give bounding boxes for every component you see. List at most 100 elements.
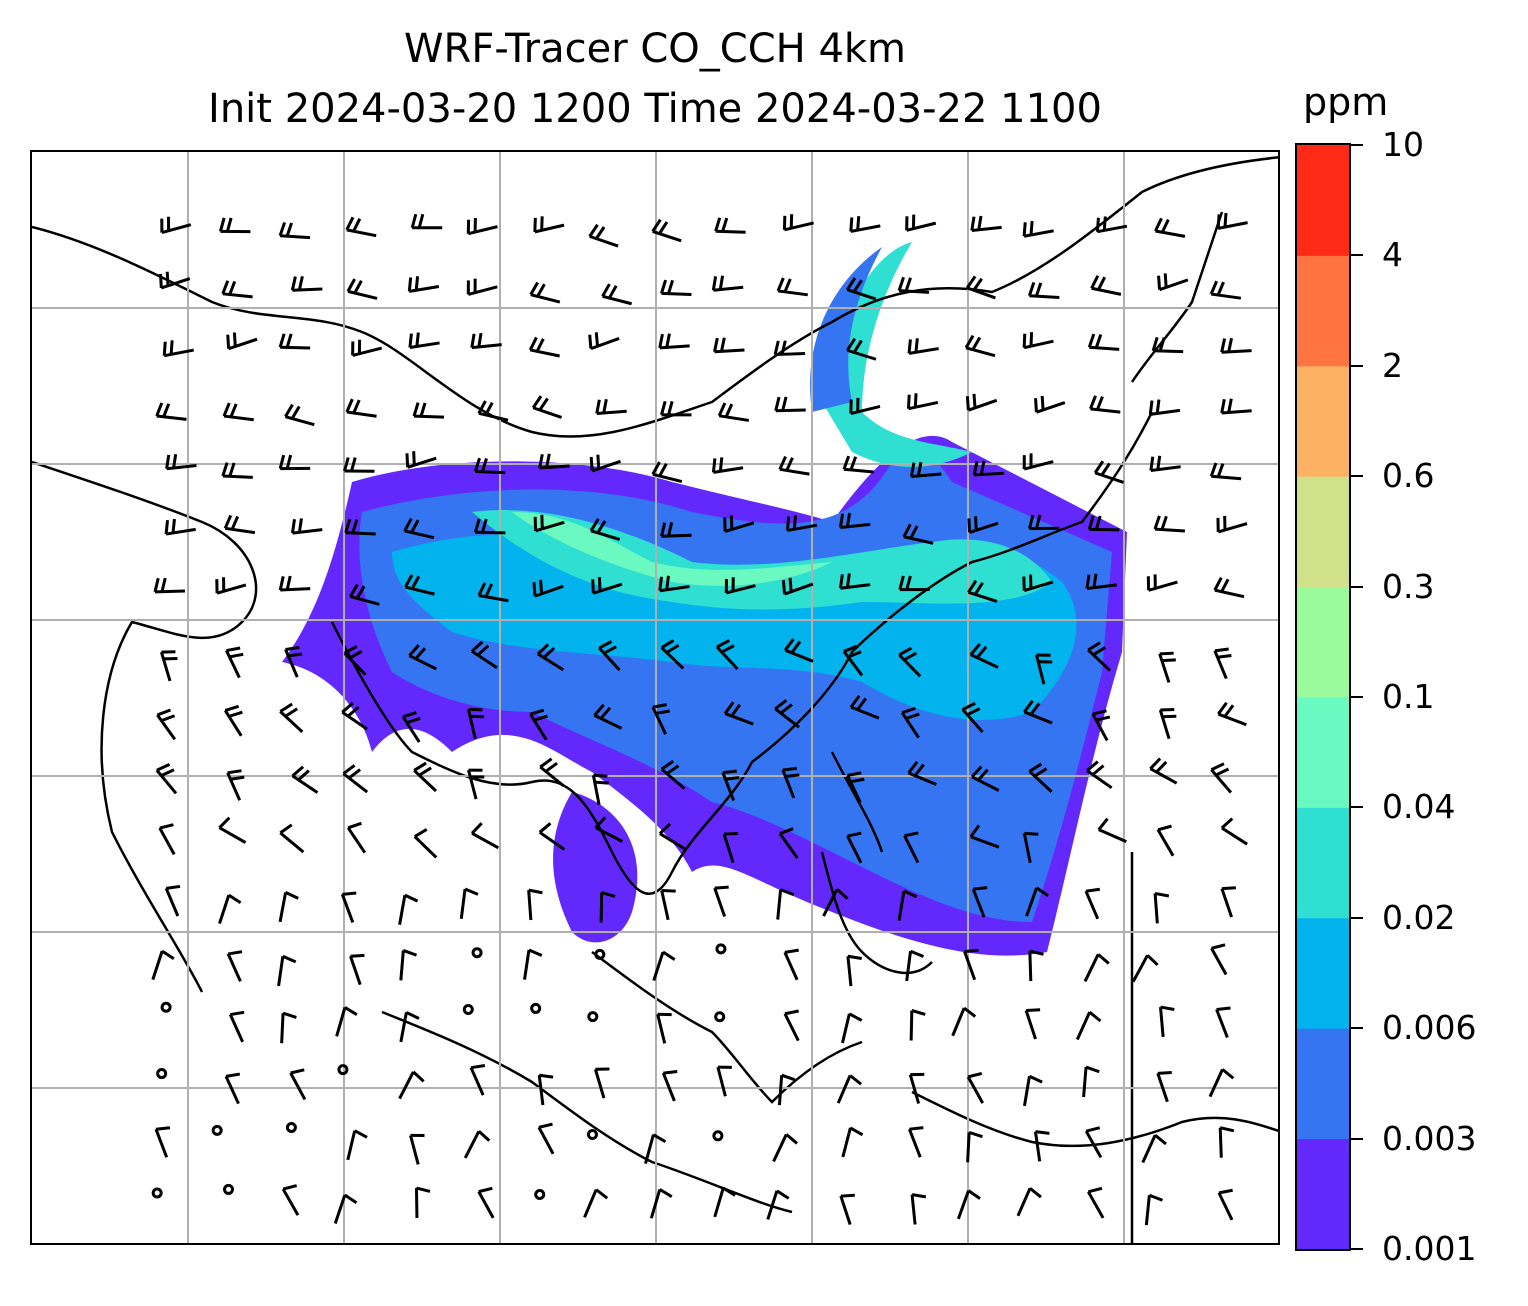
wind-barb-flag: [911, 1009, 926, 1016]
wind-barb-flag: [1097, 276, 1107, 291]
wind-barb-shaft: [897, 890, 906, 921]
wind-barb-flag: [852, 279, 863, 293]
wind-barb-shaft: [407, 456, 437, 469]
wind-barb-flag: [412, 451, 416, 466]
wind-barb-shaft: [1217, 221, 1248, 230]
wind-barb-shaft: [529, 348, 560, 358]
wind-barb-shaft: [787, 523, 818, 532]
wind-barb-shaft: [158, 827, 176, 856]
wind-barb-flag: [594, 332, 599, 347]
wind-barb-shaft: [399, 1012, 408, 1043]
wind-barb-flag: [913, 393, 918, 408]
wind-barb-flag: [418, 766, 432, 777]
wind-barb-flag: [285, 646, 300, 651]
wind-barb-shaft: [535, 520, 565, 533]
wind-barb-flag: [909, 1126, 924, 1131]
wind-barb-flag: [780, 340, 787, 355]
wind-barb-flag: [1094, 515, 1102, 530]
wind-barb-shaft: [908, 347, 939, 355]
map-panel[interactable]: [30, 150, 1280, 1245]
wind-barb-shaft: [656, 1013, 667, 1044]
colorbar-tick-label: 4: [1382, 235, 1403, 275]
wind-barb-flag: [778, 455, 787, 470]
wind-barb-shaft: [404, 585, 435, 596]
wind-barb-flag: [402, 711, 417, 719]
wind-barb-flag: [725, 776, 740, 781]
wind-barb-shaft: [539, 765, 565, 788]
calm-wind-marker: [222, 1183, 234, 1195]
wind-barb-flag: [1223, 704, 1235, 718]
wind-barb-shaft: [652, 472, 683, 484]
wind-barb-shaft: [783, 1013, 800, 1042]
wind-barb-flag: [478, 1186, 493, 1194]
wind-barb-shaft: [399, 950, 405, 981]
wind-barb-flag: [658, 333, 664, 349]
wind-barb-shaft: [404, 529, 435, 540]
colorbar-swatch: [1297, 1028, 1349, 1140]
wind-barb-shaft: [840, 583, 871, 590]
wind-barb-shaft: [534, 584, 564, 598]
wind-barb-flag: [785, 773, 800, 778]
wind-barb-shaft: [1211, 474, 1242, 481]
wind-barb-flag: [221, 462, 229, 477]
wind-barb-flag: [155, 1126, 171, 1131]
wind-barb-shaft: [1217, 522, 1248, 534]
wind-barb-shaft: [279, 710, 304, 733]
wind-barb-shaft: [228, 337, 258, 351]
wind-barb-flag: [1221, 886, 1236, 891]
wind-barb-flag: [1028, 1074, 1043, 1084]
colorbar-tick: [1351, 254, 1363, 257]
wind-barb-shaft: [652, 951, 665, 982]
wind-barb-shaft: [898, 653, 922, 678]
wind-barb-flag: [538, 454, 544, 469]
wind-barb-shaft: [225, 649, 241, 679]
wind-barb-shaft: [777, 1075, 784, 1106]
wind-barb-flag: [1096, 396, 1104, 411]
wind-barb-flag: [405, 1011, 420, 1020]
wind-barb-flag: [909, 462, 916, 477]
wind-barbs: [151, 212, 1252, 1226]
wind-barb-shaft: [224, 526, 256, 535]
wind-barb-shaft: [1144, 1195, 1151, 1226]
colorbar-tick: [1351, 364, 1363, 367]
wind-barb-flag: [596, 454, 601, 469]
wind-barb-flag: [290, 1068, 305, 1075]
wind-barb-flag: [1209, 462, 1218, 477]
wind-barb-flag: [713, 337, 719, 353]
wind-barb-shaft: [1156, 1072, 1169, 1103]
wind-barb-flag: [225, 217, 233, 232]
wind-barb-shaft: [908, 1128, 922, 1158]
wind-barb-flag: [660, 279, 668, 294]
wind-barb-flag: [155, 402, 164, 417]
wind-barb-flag: [1026, 1008, 1041, 1012]
wind-barb-shaft: [592, 582, 623, 595]
wind-barb-flag: [907, 760, 919, 774]
wind-barb-flag: [278, 222, 286, 237]
wind-barb-flag: [350, 457, 357, 472]
wind-barb-flag: [538, 822, 552, 834]
wind-barb-shaft: [409, 284, 440, 293]
wind-barb-flag: [780, 888, 795, 897]
wind-barb-flag: [285, 222, 293, 237]
wind-barb-shaft: [846, 348, 877, 361]
wind-barb-flag: [545, 453, 551, 468]
wind-barb-shaft: [659, 585, 690, 593]
wind-barb-flag: [282, 1011, 297, 1019]
wind-barb-shaft: [1098, 828, 1127, 843]
calm-wind-marker: [714, 1011, 726, 1023]
wind-barb-flag: [846, 277, 857, 291]
wind-barb-flag: [1088, 1010, 1102, 1023]
wind-barb-shaft: [1035, 654, 1046, 685]
wind-barb-flag: [284, 891, 299, 900]
wind-barb-shaft: [352, 346, 383, 357]
wind-barb-flag: [171, 518, 176, 534]
wind-barb-shaft: [778, 832, 799, 859]
wind-barb-shaft: [1087, 648, 1112, 672]
wind-barb-flag: [1092, 646, 1106, 657]
wind-barb-shaft: [971, 225, 1002, 233]
wind-barb-shaft: [1210, 768, 1233, 794]
wind-barb-flag: [470, 1064, 486, 1070]
wind-barb-shaft: [291, 774, 319, 794]
wind-barb-flag: [660, 522, 667, 537]
wind-barb-flag: [1100, 462, 1111, 476]
